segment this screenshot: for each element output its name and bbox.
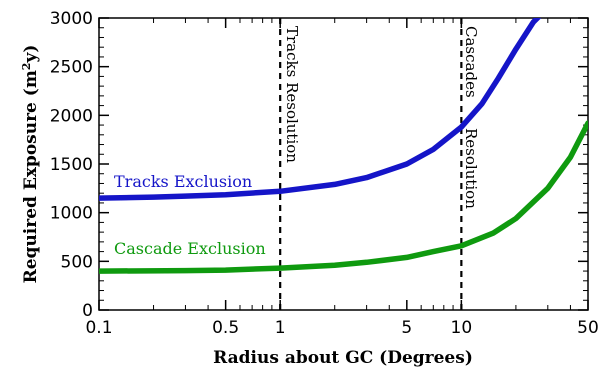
y-tick-label-1: 500 [61,252,93,272]
curves-group [99,18,588,274]
y-axis-title-main: Required Exposure (m [21,70,41,283]
x-axis-title: Radius about GC (Degrees) [213,348,473,368]
y-axis-title: Required Exposure (m2y) [20,45,42,284]
x-tick-label-5: 50 [577,318,599,338]
x-tick-label-3: 5 [401,318,412,338]
x-tick-label-0: 0.1 [85,318,112,338]
cascades-resolution-label-line1: Cascades [462,26,480,98]
y-axis-title-tail: y) [21,45,41,64]
x-tick-label-1: 0.5 [212,318,239,338]
y-tick-label-4: 2000 [50,106,93,126]
y-tick-label-0: 0 [82,301,93,321]
cascades-resolution-label-line2: Resolution [462,128,480,209]
y-tick-label-2: 1000 [50,204,93,224]
x-tick-label-2: 1 [275,318,286,338]
vlines-group [279,18,463,310]
x-tick-label-4: 10 [451,318,473,338]
tracks-exclusion-label: Tracks Exclusion [114,172,252,191]
tracks-resolution-label: Tracks Resolution [283,26,301,163]
y-axis-title-sup: 2 [20,63,33,71]
y-tick-label-3: 1500 [50,155,93,175]
y-tick-label-6: 3000 [50,9,93,29]
series-line-0 [99,18,542,201]
series-line-1 [99,120,588,274]
y-tick-label-5: 2500 [50,58,93,78]
cascade-exclusion-label: Cascade Exclusion [114,239,266,258]
